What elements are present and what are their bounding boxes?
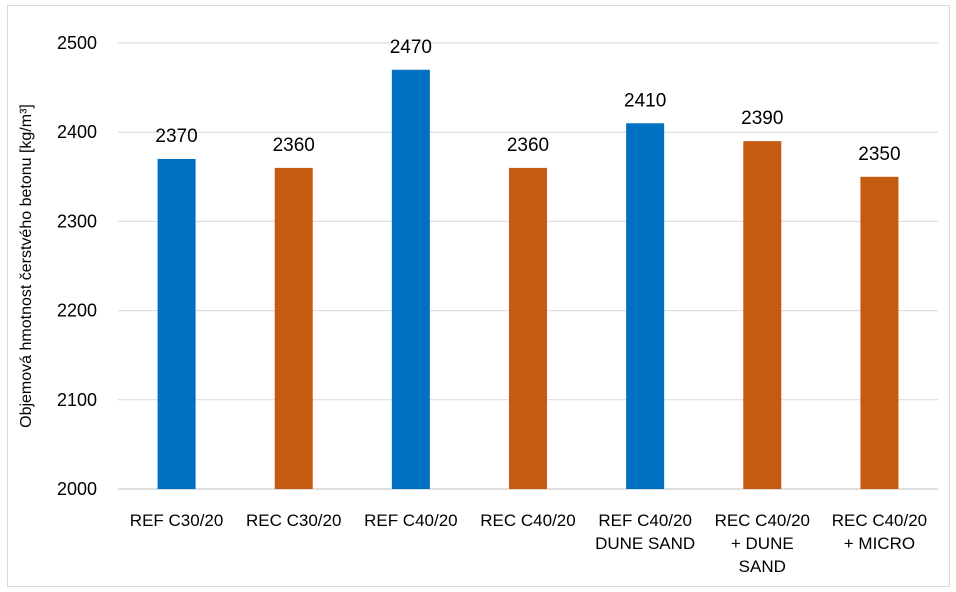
data-label: 2410 [624,90,666,111]
y-axis-title: Objemová hmotnost čerstvého betonu [kg/m… [18,104,35,428]
y-tick-label: 2300 [57,211,97,231]
data-label: 2360 [507,135,549,156]
bar [509,167,547,489]
bar [626,123,665,489]
y-tick-label: 2500 [57,33,97,53]
x-category-label: REC C40/20 + MICRO [832,511,927,553]
x-category-label: REC C30/20 [246,511,341,530]
y-tick-label: 2000 [57,479,97,499]
data-label: 2370 [155,126,197,147]
bars [157,69,899,490]
x-category-label: REF C30/20 [130,511,224,530]
y-tick-label: 2100 [57,390,97,410]
data-label: 2390 [741,108,783,129]
bar [860,176,899,490]
x-category-label: REF C40/20 DUNE SAND [595,511,695,553]
y-axis-ticks: 2000 2100 2200 2300 2400 2500 [57,33,97,499]
bar [743,141,782,489]
data-label: 2360 [273,135,315,156]
data-label: 2470 [390,37,432,58]
data-label: 2350 [858,144,900,165]
gridlines [118,42,938,490]
y-tick-label: 2400 [57,122,97,142]
bar [274,167,313,489]
x-category-label: REC C40/20 [480,511,575,530]
bar [391,69,430,489]
y-tick-label: 2200 [57,301,97,321]
x-category-label: REC C40/20 + DUNE SAND [715,511,810,576]
data-labels: 2370 2360 2470 2360 2410 2390 2350 [155,37,900,165]
x-category-label: REF C40/20 [364,511,458,530]
bar [157,158,196,489]
x-axis-categories: REF C30/20 REC C30/20 REF C40/20 REC C40/20… [130,511,927,576]
